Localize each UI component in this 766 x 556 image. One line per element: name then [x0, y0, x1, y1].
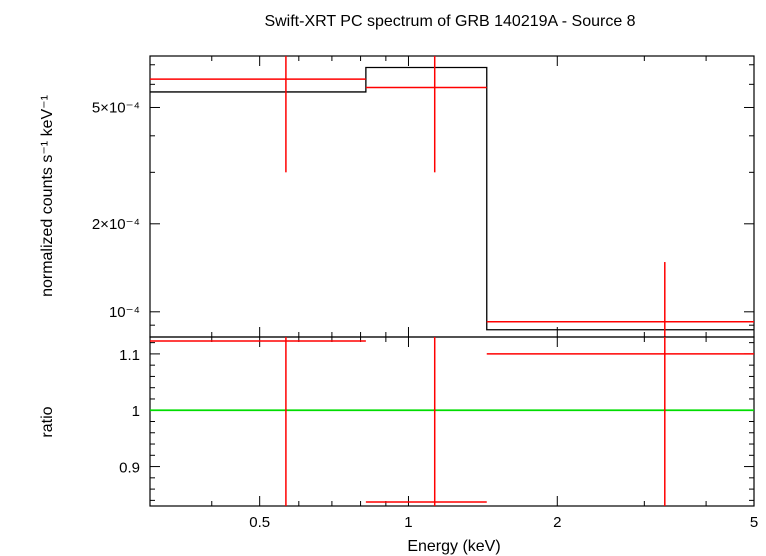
y-axis-label-ratio: ratio: [39, 406, 56, 437]
spectrum-panel: 10⁻⁴ 2×10⁻⁴ 5×10⁻⁴: [92, 55, 755, 506]
spectrum-frame: [149, 55, 755, 338]
model-step-line: [150, 66, 754, 331]
y-tick-label-spectrum: 2×10⁻⁴: [92, 216, 140, 233]
y-axis-label-spectrum: normalized counts s⁻¹ keV⁻¹: [39, 95, 56, 297]
x-tick-label: 0.5: [249, 514, 270, 531]
x-axis-label: Energy (keV): [407, 538, 500, 555]
ratio-frame: [149, 336, 755, 507]
y-tick-label-ratio: 0.9: [119, 460, 140, 477]
y-tick-label-spectrum: 10⁻⁴: [109, 304, 140, 321]
x-tick-label: 2: [553, 514, 561, 531]
y-tick-label-ratio: 1: [132, 403, 140, 420]
x-tick-label: 5: [750, 514, 758, 531]
chart-title: Swift-XRT PC spectrum of GRB 140219A - S…: [264, 13, 635, 30]
y-tick-label-ratio: 1.1: [119, 347, 140, 364]
x-tick-label: 1: [404, 514, 412, 531]
y-tick-label-spectrum: 5×10⁻⁴: [92, 99, 140, 116]
ratio-panel: 0.9 1 1.1 0.5 1 2 5: [119, 336, 758, 531]
